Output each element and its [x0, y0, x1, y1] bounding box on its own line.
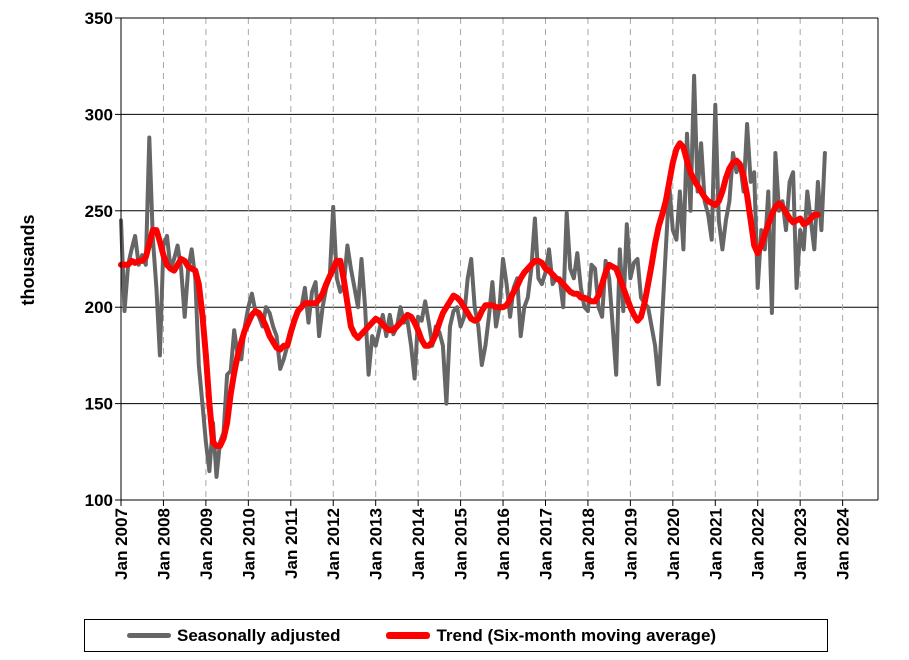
axes	[115, 17, 879, 506]
x-tick-labels: Jan 2007 Jan 2008 Jan 2009 Jan 2010 Jan 2011…	[112, 507, 853, 579]
y-tick-label: 200	[85, 298, 113, 317]
x-tick-label: Jan 2024	[834, 507, 853, 579]
x-tick-label: Jan 2008	[154, 508, 173, 580]
x-tick-label: Jan 2015	[452, 508, 471, 580]
legend-item-trend: Trend (Six-month moving average)	[386, 626, 716, 646]
grid-lines	[121, 17, 878, 501]
x-tick-label: Jan 2017	[537, 508, 556, 580]
legend-swatch-trend	[386, 632, 431, 639]
x-tick-label: Jan 2012	[324, 508, 343, 580]
y-tick-label: 250	[85, 202, 113, 221]
x-tick-label: Jan 2016	[494, 508, 513, 580]
y-tick-label: 150	[85, 395, 113, 414]
x-tick-label: Jan 2023	[791, 508, 810, 580]
x-tick-label: Jan 2014	[409, 507, 428, 579]
x-tick-label: Jan 2010	[239, 508, 258, 580]
legend: Seasonally adjusted Trend (Six-month mov…	[84, 619, 828, 652]
x-tick-label: Jan 2011	[282, 508, 301, 579]
x-tick-label: Jan 2007	[112, 508, 131, 580]
legend-label: Trend (Six-month moving average)	[436, 625, 717, 645]
x-tick-label: Jan 2013	[367, 508, 386, 580]
y-tick-label: 350	[85, 9, 113, 28]
legend-label: Seasonally adjusted	[177, 625, 341, 645]
x-tick-label: Jan 2019	[621, 508, 640, 580]
x-tick-label: Jan 2018	[579, 508, 598, 580]
y-tick-label: 100	[85, 491, 113, 510]
y-axis-title: thousands	[18, 214, 38, 305]
x-tick-label: Jan 2022	[749, 508, 768, 580]
x-tick-label: Jan 2020	[664, 508, 683, 580]
series-trend	[118, 140, 821, 449]
x-tick-label: Jan 2009	[197, 508, 216, 580]
legend-item-seasonally-adjusted: Seasonally adjusted	[127, 626, 340, 646]
x-tick-label: Jan 2021	[706, 508, 725, 580]
y-tick-label: 300	[85, 105, 113, 124]
y-tick-labels: 100 150 200 250 300 350	[85, 9, 113, 510]
series-lines	[118, 73, 827, 479]
legend-swatch-seasonally-adjusted	[127, 633, 171, 638]
